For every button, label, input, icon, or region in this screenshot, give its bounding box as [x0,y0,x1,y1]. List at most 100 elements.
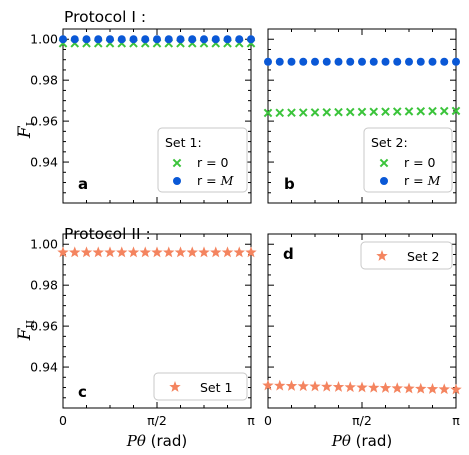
data-point-c-s0 [198,246,210,258]
legend-d: Set 2 [360,241,453,270]
data-point-b-s1 [369,57,378,66]
data-point-b-s0 [369,107,379,117]
data-point-b-s0-stroke-b [334,107,343,117]
data-point-a-s1 [94,35,103,44]
data-point-b-s0 [345,107,355,117]
data-point-b-s0-stroke-b [404,107,414,116]
x-tick-label: π/2 [352,413,372,428]
data-point-a-s1 [59,35,67,44]
data-point-a-s1 [129,35,138,44]
panel-letter-b: b [284,175,295,193]
data-point-c-s0 [92,246,104,258]
y-tick-label: 1.00 [30,32,58,47]
data-point-d-s0 [332,381,345,392]
data-point-a-s1 [211,35,220,44]
data-point-b-s0 [310,108,320,117]
data-point-b-s1 [275,57,284,66]
legend-c-label: Set 1 [200,380,232,395]
y-axis-title-bottom: FII [15,320,37,342]
legend-b-marker-1 [379,158,389,168]
x-tick-label: π/2 [147,413,167,428]
data-point-a-s1 [70,35,79,44]
data-point-a-s1 [153,35,161,44]
panel-d: 0 π/2 π Set 2 d [262,233,462,428]
data-point-d-s0 [403,382,415,394]
data-point-c-s0 [163,246,175,258]
data-point-c-s0 [116,246,128,258]
data-point-a-s1 [176,35,185,44]
data-point-b-s1 [381,57,390,66]
legend-c-marker [169,381,181,392]
data-point-b-s0 [451,106,461,116]
x-tick-label: π [452,413,460,428]
data-point-d-s0 [309,380,321,392]
data-point-d-s0 [274,379,286,391]
data-point-b-s1 [311,57,319,66]
data-point-c-s0 [104,246,116,258]
data-point-b-s1 [440,57,449,66]
data-point-c-s0 [186,246,198,258]
legend-b-box [363,127,453,193]
data-point-b-s1 [264,57,272,66]
legend-b-label-1: r = 0 [404,155,436,170]
data-point-d-s0 [262,379,274,391]
data-point-b-s0 [263,108,273,118]
data-point-d-s0 [368,381,380,393]
data-point-c-s0 [174,246,187,258]
data-point-d-s0 [426,383,439,394]
legend-a-marker-1-stroke-b [172,158,182,168]
data-point-c-s0 [221,246,234,258]
x-tick-label: 0 [59,413,67,428]
data-point-b-s0-stroke-b [416,106,426,116]
data-point-c-s0 [139,246,151,258]
legend-a: Set 1: r = 0 r = M [157,127,248,193]
data-point-b-s1 [416,57,425,66]
legend-a-marker-1 [172,158,182,168]
data-point-c-s0 [80,246,93,258]
data-point-d-s0 [450,383,462,395]
y-tick-label: 0.94 [30,360,58,375]
data-point-b-s1 [393,57,402,66]
data-point-b-s0-stroke-b [392,107,402,116]
data-point-b-s0 [322,107,332,117]
legend-b-marker-1-stroke-b [379,158,389,168]
data-point-b-s1 [287,57,296,66]
data-point-b-s0 [381,107,390,116]
legend-a-box [157,127,248,193]
legend-b-title: Set 2: [371,135,408,150]
data-point-d-s0 [297,380,309,392]
data-point-b-s0 [428,106,437,116]
data-point-b-s0-stroke-b [428,106,437,116]
data-point-b-s1 [358,57,366,66]
data-point-c-s0 [233,246,245,258]
data-point-d-s0 [344,381,356,393]
data-point-a-s1 [141,35,150,44]
data-point-b-s0 [439,106,449,116]
panel-c: 0.94 0.96 0.98 1.00 0 π/2 π Set 1 c [30,233,257,428]
data-point-b-s1 [346,57,355,66]
data-point-a-s1 [235,35,244,44]
panel-letter-a: a [78,175,88,193]
data-point-b-s0-stroke-b [322,107,332,117]
y-tick-label: 0.94 [30,155,58,170]
data-point-c-s0 [151,246,163,258]
data-point-b-s0-stroke-b [381,107,390,116]
panel-letter-d: d [283,245,294,263]
data-point-b-s0 [287,108,296,117]
legend-d-marker [376,250,388,261]
legend-a-label-2: r = M [197,173,235,188]
y-axis-title-top: FI [15,122,37,139]
data-point-b-s1 [334,57,343,66]
legend-a-title: Set 1: [165,135,202,150]
data-point-c-s0 [210,246,222,258]
data-point-b-s0 [334,107,343,117]
data-point-b-s0 [416,106,426,116]
y-tick-label: 0.96 [30,319,58,334]
data-point-b-s1 [428,57,437,66]
legend-a-marker-2 [173,177,181,185]
data-point-b-s0-stroke-b [439,106,449,116]
data-point-b-s0-stroke-b [298,108,308,117]
data-point-b-s0 [298,108,308,117]
y-tick-label: 0.98 [30,278,58,293]
